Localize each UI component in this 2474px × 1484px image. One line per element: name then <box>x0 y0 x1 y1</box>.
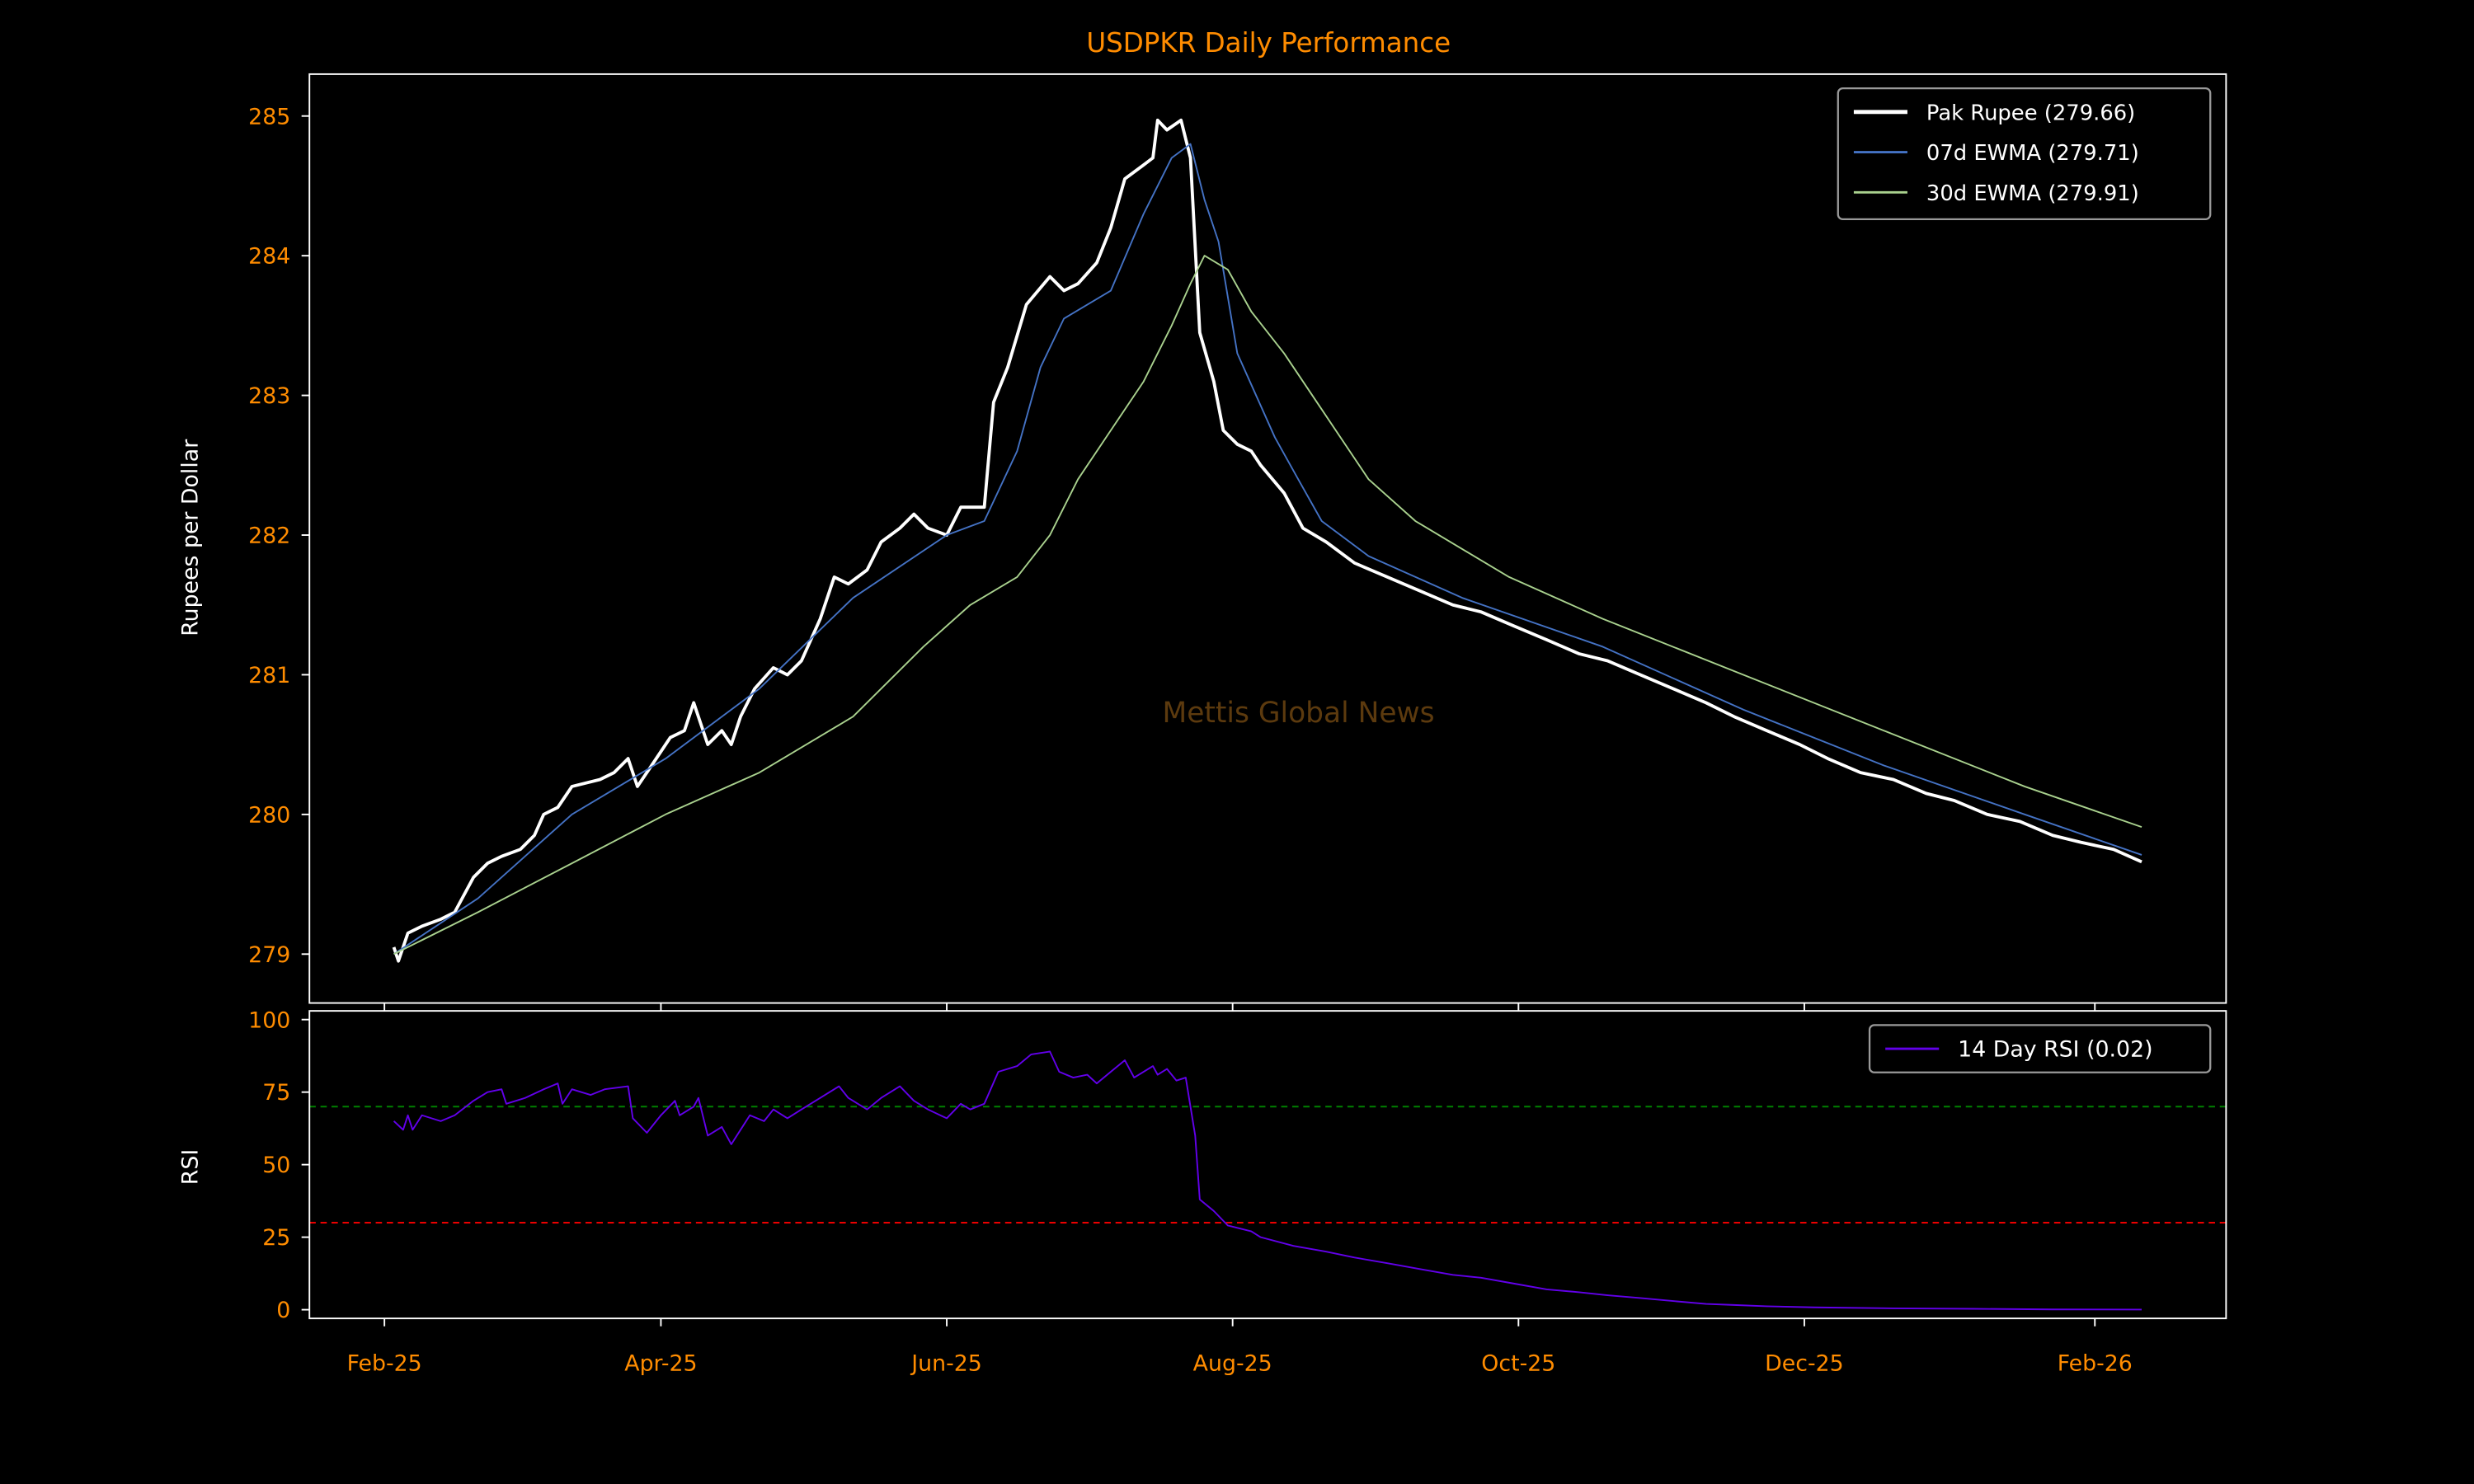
y-tick-label: 281 <box>248 663 290 688</box>
legend-label: 14 Day RSI (0.02) <box>1958 1037 2152 1063</box>
x-tick-label: Jun-25 <box>910 1350 982 1376</box>
y-tick-label: 25 <box>262 1225 290 1251</box>
chart-title: USDPKR Daily Performance <box>1086 27 1451 59</box>
y-tick-label: 0 <box>276 1298 290 1323</box>
price-plot-frame <box>308 73 2227 1004</box>
price-y-axis-label: Rupees per Dollar <box>177 439 203 636</box>
x-tick-label: Apr-25 <box>624 1350 697 1376</box>
legend-label: 30d EWMA (279.91) <box>1926 181 2139 206</box>
x-tick-label: Feb-26 <box>2058 1350 2133 1376</box>
y-tick-label: 100 <box>248 1007 290 1033</box>
y-tick-label: 75 <box>262 1080 290 1106</box>
rsi-y-axis-label: RSI <box>177 1149 203 1185</box>
x-tick-label: Dec-25 <box>1765 1350 1844 1376</box>
y-tick-label: 279 <box>248 942 290 968</box>
legend-label: 07d EWMA (279.71) <box>1926 141 2139 166</box>
legend-box <box>1837 87 2212 221</box>
y-tick-label: 285 <box>248 104 290 129</box>
series-line-pak-rupee <box>392 118 2142 963</box>
watermark: Mettis Global News <box>1163 697 1435 730</box>
x-tick-label: Oct-25 <box>1481 1350 1555 1376</box>
rsi-legend: 14 Day RSI (0.02) <box>1868 1024 2212 1073</box>
legend-box <box>1868 1024 2212 1073</box>
price-legend: Pak Rupee (279.66) 07d EWMA (279.71) 30d E… <box>1837 87 2212 221</box>
y-tick-label: 50 <box>262 1153 290 1178</box>
series-line-14-day-rsi <box>393 1050 2142 1311</box>
legend-label: Pak Rupee (279.66) <box>1926 101 2135 125</box>
x-tick-label: Aug-25 <box>1193 1350 1272 1376</box>
y-tick-label: 283 <box>248 383 290 409</box>
y-tick-label: 282 <box>248 524 290 549</box>
x-tick-label: Feb-25 <box>347 1350 422 1376</box>
y-tick-label: 280 <box>248 802 290 828</box>
y-tick-label: 284 <box>248 244 290 270</box>
series-line-30d-ewma <box>393 255 2142 956</box>
series-line-07d-ewma <box>393 143 2142 956</box>
